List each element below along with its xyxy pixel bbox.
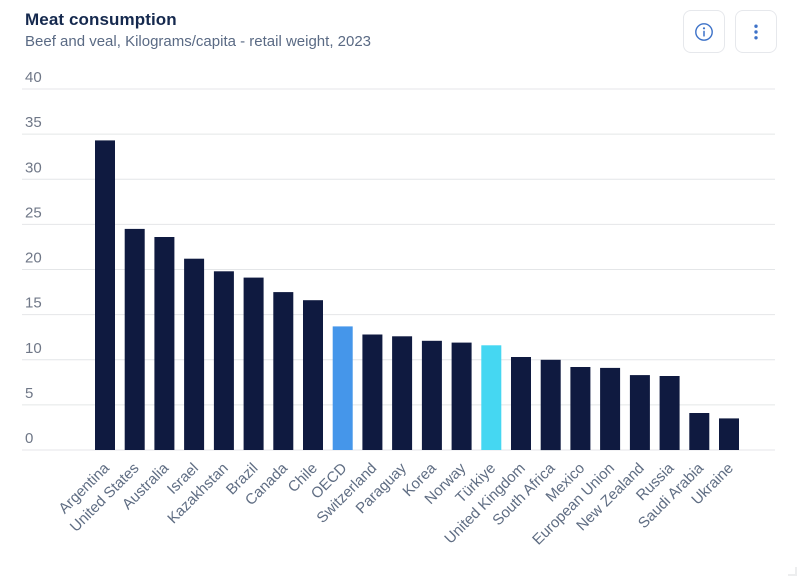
resize-handle-icon[interactable] bbox=[788, 567, 797, 576]
bar-kazakhstan[interactable] bbox=[213, 271, 234, 450]
bar-russia[interactable] bbox=[659, 376, 680, 450]
bar-korea[interactable] bbox=[421, 340, 442, 450]
bar-ukraine[interactable] bbox=[719, 418, 739, 450]
chart-toolbar bbox=[683, 10, 777, 53]
chart-title: Meat consumption bbox=[25, 10, 177, 29]
bar-chile[interactable] bbox=[303, 300, 323, 450]
info-circle-icon bbox=[694, 22, 714, 42]
y-axis-tick-label: 30 bbox=[25, 159, 42, 176]
y-axis-tick-label: 0 bbox=[25, 430, 33, 447]
bar-canada[interactable] bbox=[273, 292, 294, 450]
bar-türkiye[interactable] bbox=[481, 345, 502, 450]
kebab-menu-icon bbox=[746, 22, 766, 42]
kebab-menu-button[interactable] bbox=[735, 10, 777, 53]
bar-brazil[interactable] bbox=[243, 277, 264, 450]
y-axis-tick-label: 40 bbox=[25, 69, 42, 86]
bar-mexico[interactable] bbox=[570, 367, 591, 450]
y-axis-tick-label: 5 bbox=[25, 385, 33, 402]
bar-south-africa[interactable] bbox=[540, 359, 561, 451]
y-axis-tick-label: 35 bbox=[25, 114, 42, 131]
bar-united-states[interactable] bbox=[124, 228, 145, 450]
bar-paraguay[interactable] bbox=[392, 336, 413, 450]
bar-oecd[interactable] bbox=[332, 326, 353, 450]
bar-norway[interactable] bbox=[451, 342, 472, 450]
y-axis-tick-label: 15 bbox=[25, 295, 42, 312]
bar-united-kingdom[interactable] bbox=[511, 357, 531, 450]
y-axis-tick-label: 20 bbox=[25, 250, 42, 267]
chart-subtitle: Beef and veal, Kilograms/capita - retail… bbox=[25, 33, 372, 50]
bar-switzerland[interactable] bbox=[362, 334, 383, 451]
bar-saudi-arabia[interactable] bbox=[689, 413, 710, 450]
bar-australia[interactable] bbox=[154, 237, 175, 450]
info-button[interactable] bbox=[683, 10, 725, 53]
bar-european-union[interactable] bbox=[600, 367, 621, 450]
y-axis-tick-label: 25 bbox=[25, 204, 42, 221]
y-axis-tick-label: 10 bbox=[25, 340, 42, 357]
bar-israel[interactable] bbox=[184, 258, 205, 450]
bar-argentina[interactable] bbox=[95, 140, 115, 450]
bar-new-zealand[interactable] bbox=[629, 375, 650, 450]
